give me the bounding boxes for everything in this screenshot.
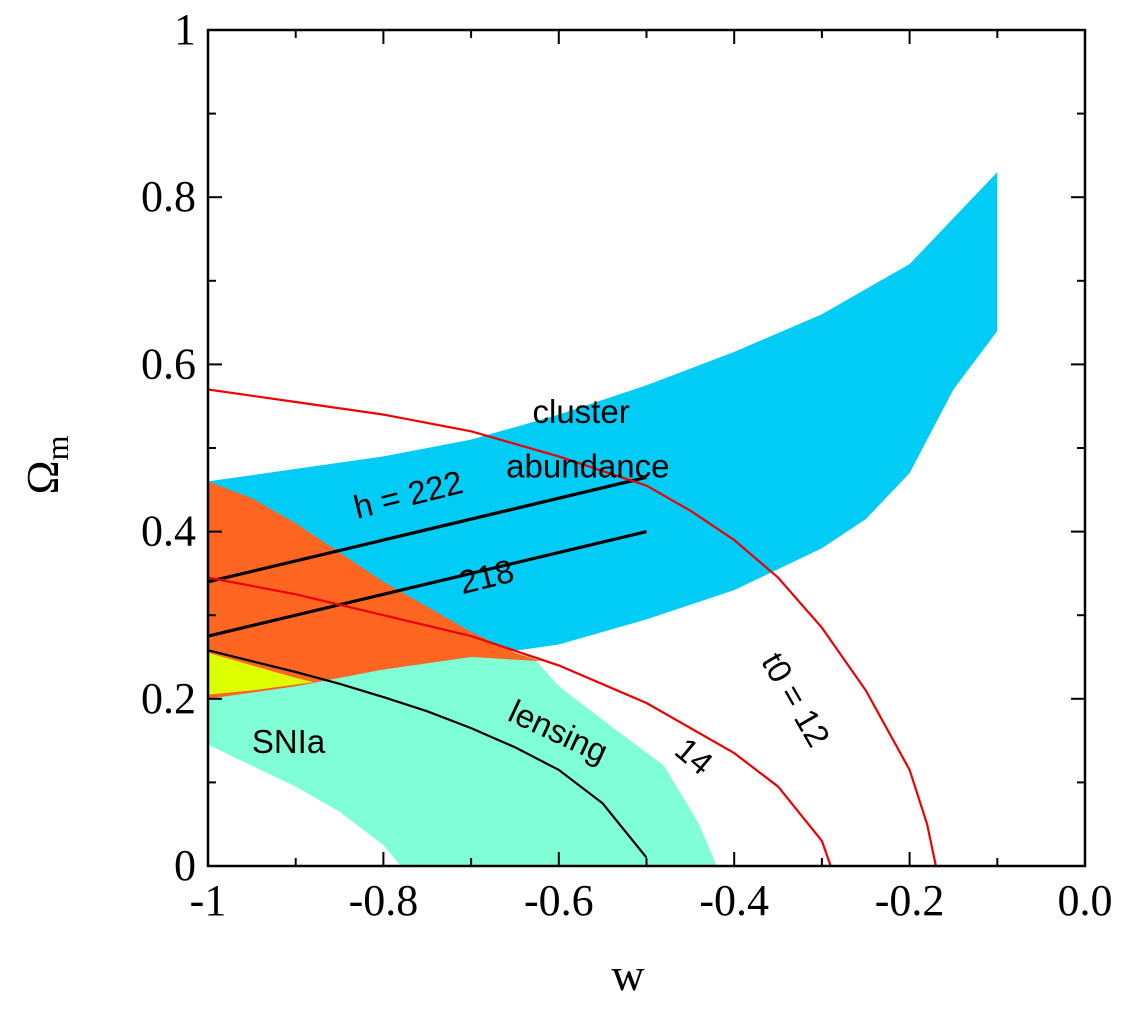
axes-layer: -1 -0.8 -0.6 -0.4 -0.2 0.0 0 0.2 0.4 0.6 0.8 1 [141, 5, 1113, 925]
region-cluster-abundance [208, 172, 998, 699]
y-tick-label-3: 0.6 [141, 339, 196, 388]
label-t0-12: t0 = 12 [754, 646, 837, 753]
region-overlap-yellow [208, 652, 314, 695]
curve-t0-12 [208, 388, 937, 866]
y-tick-label-0: 0 [174, 841, 196, 890]
y-tick-label-5: 1 [174, 5, 196, 54]
y-axis-title-subscript: m [39, 435, 75, 460]
y-axis-title: Ωm [17, 435, 75, 494]
plot-clipped-group [208, 172, 998, 866]
y-tick-label-2: 0.4 [141, 507, 196, 556]
label-14: 14 [668, 730, 720, 782]
region-snia [208, 644, 717, 866]
x-tick-label-0: -1 [190, 876, 227, 925]
x-tick-label-4: -0.2 [875, 876, 945, 925]
label-cluster-2: abundance [506, 447, 669, 484]
curve-t0-14 [208, 576, 832, 866]
x-tick-label-2: -0.6 [524, 876, 594, 925]
x-axis-title: w [611, 949, 645, 1000]
region-combined [208, 481, 542, 699]
x-tick-label-5: 0.0 [1058, 876, 1113, 925]
curve-lensing [208, 649, 648, 859]
x-tick-label-1: -0.8 [349, 876, 419, 925]
y-tick-label-1: 0.2 [141, 674, 196, 723]
label-snia: SNIa [252, 723, 326, 760]
curve-h-222 [208, 475, 647, 584]
y-axis-title-symbol: Ω [17, 460, 68, 494]
curve-h-218 [208, 530, 647, 638]
x-tick-label-3: -0.4 [699, 876, 769, 925]
label-cluster-1: cluster [532, 393, 629, 430]
y-tick-label-4: 0.8 [141, 172, 196, 221]
